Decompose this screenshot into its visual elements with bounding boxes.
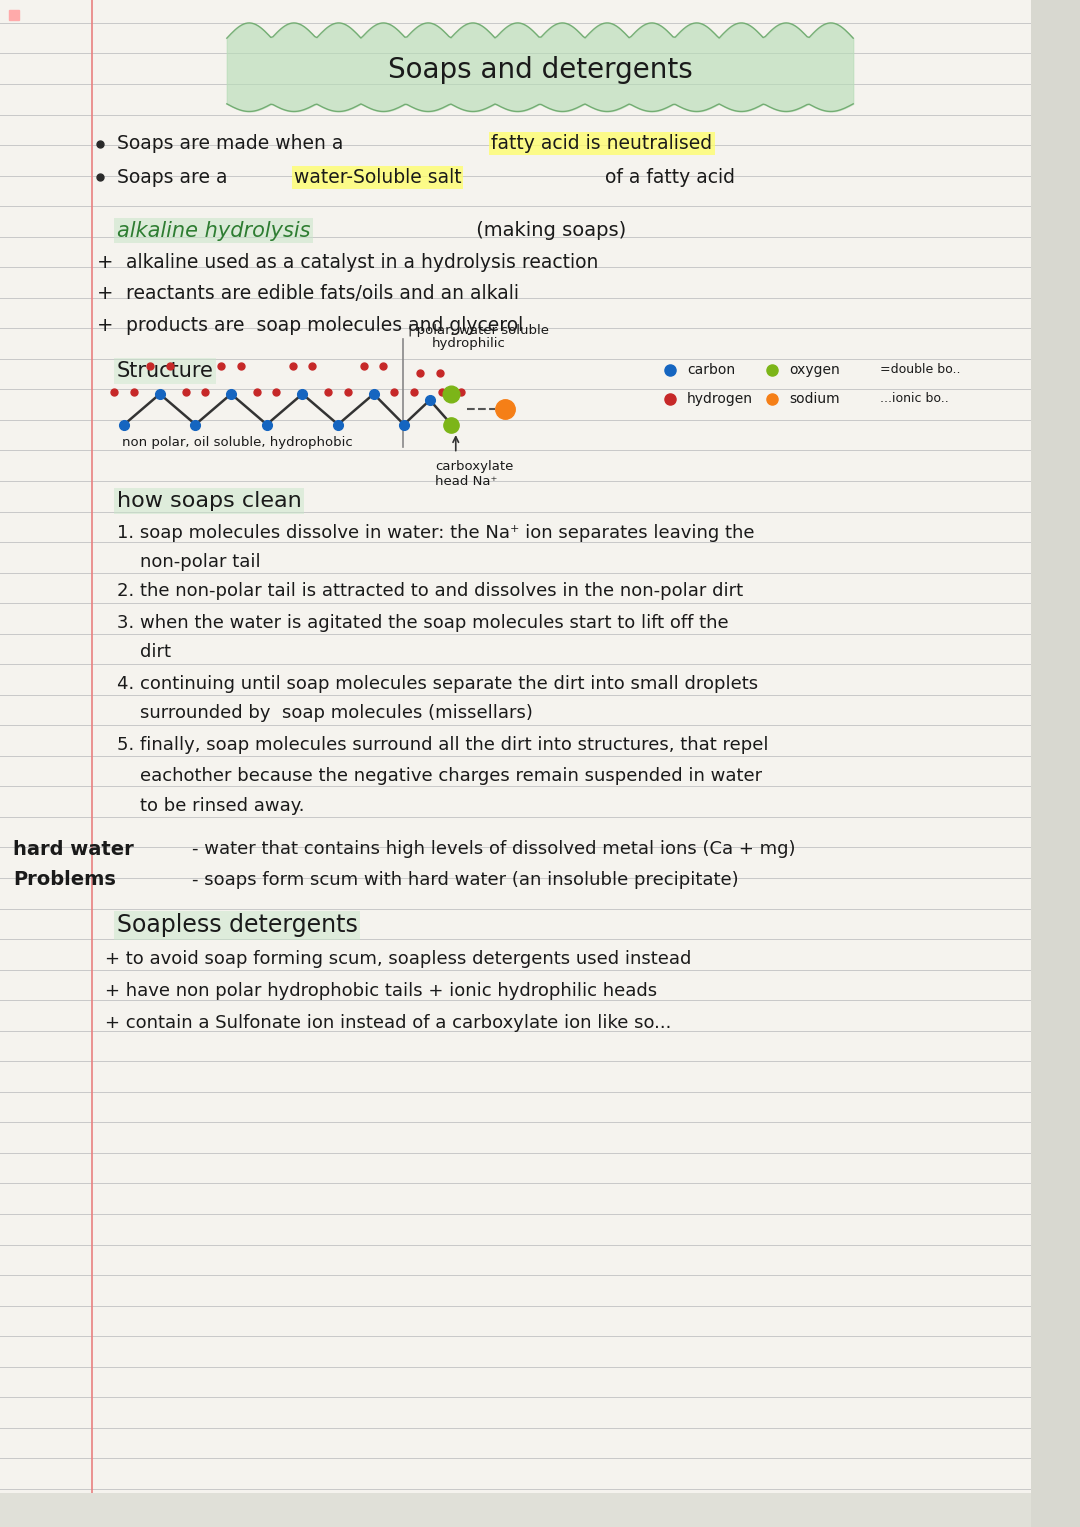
Text: 4. continuing until soap molecules separate the dirt into small droplets: 4. continuing until soap molecules separ… bbox=[117, 675, 758, 693]
Text: carbon: carbon bbox=[687, 362, 735, 377]
Text: Soaps are made when a: Soaps are made when a bbox=[117, 134, 349, 153]
Text: surrounded by  soap molecules (missellars): surrounded by soap molecules (missellars… bbox=[117, 704, 532, 722]
Text: Problems: Problems bbox=[13, 870, 116, 889]
Text: Soaps are a: Soaps are a bbox=[117, 168, 233, 186]
Text: water-Soluble salt: water-Soluble salt bbox=[294, 168, 461, 186]
Text: head Na⁺: head Na⁺ bbox=[435, 475, 498, 489]
Text: | polar, water soluble: | polar, water soluble bbox=[408, 324, 550, 337]
Text: + have non polar hydrophobic tails + ionic hydrophilic heads: + have non polar hydrophobic tails + ion… bbox=[105, 982, 657, 1000]
Text: 5. finally, soap molecules surround all the dirt into structures, that repel: 5. finally, soap molecules surround all … bbox=[117, 736, 768, 754]
Text: hydrophilic: hydrophilic bbox=[432, 336, 505, 350]
Text: 3. when the water is agitated the soap molecules start to lift off the: 3. when the water is agitated the soap m… bbox=[117, 614, 728, 632]
Text: eachother because the negative charges remain suspended in water: eachother because the negative charges r… bbox=[117, 767, 761, 785]
Text: carboxylate: carboxylate bbox=[435, 460, 514, 473]
Text: - soaps form scum with hard water (an insoluble precipitate): - soaps form scum with hard water (an in… bbox=[192, 870, 739, 889]
Text: hydrogen: hydrogen bbox=[687, 391, 753, 406]
Bar bbox=[0, 1493, 1080, 1527]
Text: Soaps and detergents: Soaps and detergents bbox=[388, 56, 692, 84]
Text: Structure: Structure bbox=[117, 360, 214, 382]
Text: 1. soap molecules dissolve in water: the Na⁺ ion separates leaving the: 1. soap molecules dissolve in water: the… bbox=[117, 524, 754, 542]
Text: non-polar tail: non-polar tail bbox=[117, 553, 260, 571]
Text: how soaps clean: how soaps clean bbox=[117, 490, 301, 512]
Text: to be rinsed away.: to be rinsed away. bbox=[117, 797, 305, 815]
Text: =double bo..: =double bo.. bbox=[880, 363, 961, 376]
Text: fatty acid is neutralised: fatty acid is neutralised bbox=[491, 134, 713, 153]
Text: products are  soap molecules and glycerol: products are soap molecules and glycerol bbox=[126, 316, 524, 334]
Text: (making soaps): (making soaps) bbox=[470, 221, 626, 240]
Text: reactants are edible fats/oils and an alkali: reactants are edible fats/oils and an al… bbox=[126, 284, 519, 302]
Text: - water that contains high levels of dissolved metal ions (Ca + mg): - water that contains high levels of dis… bbox=[192, 840, 796, 858]
Text: +: + bbox=[96, 316, 113, 334]
Text: +: + bbox=[96, 284, 113, 302]
Text: dirt: dirt bbox=[117, 643, 171, 661]
Text: + to avoid soap forming scum, soapless detergents used instead: + to avoid soap forming scum, soapless d… bbox=[105, 950, 691, 968]
Text: Soapless detergents: Soapless detergents bbox=[117, 913, 357, 938]
Text: sodium: sodium bbox=[789, 391, 840, 406]
Text: alkaline hydrolysis: alkaline hydrolysis bbox=[117, 220, 310, 241]
Text: oxygen: oxygen bbox=[789, 362, 840, 377]
Text: + contain a Sulfonate ion instead of a carboxylate ion like so...: + contain a Sulfonate ion instead of a c… bbox=[105, 1014, 671, 1032]
Text: of a fatty acid: of a fatty acid bbox=[599, 168, 735, 186]
Text: non polar, oil soluble, hydrophobic: non polar, oil soluble, hydrophobic bbox=[122, 437, 353, 449]
Bar bbox=[1031, 0, 1080, 1527]
Text: alkaline used as a catalyst in a hydrolysis reaction: alkaline used as a catalyst in a hydroly… bbox=[126, 253, 598, 272]
Text: hard water: hard water bbox=[13, 840, 134, 858]
Text: ...ionic bo..: ...ionic bo.. bbox=[880, 392, 949, 405]
Text: 2. the non-polar tail is attracted to and dissolves in the non-polar dirt: 2. the non-polar tail is attracted to an… bbox=[117, 582, 743, 600]
Text: +: + bbox=[96, 253, 113, 272]
